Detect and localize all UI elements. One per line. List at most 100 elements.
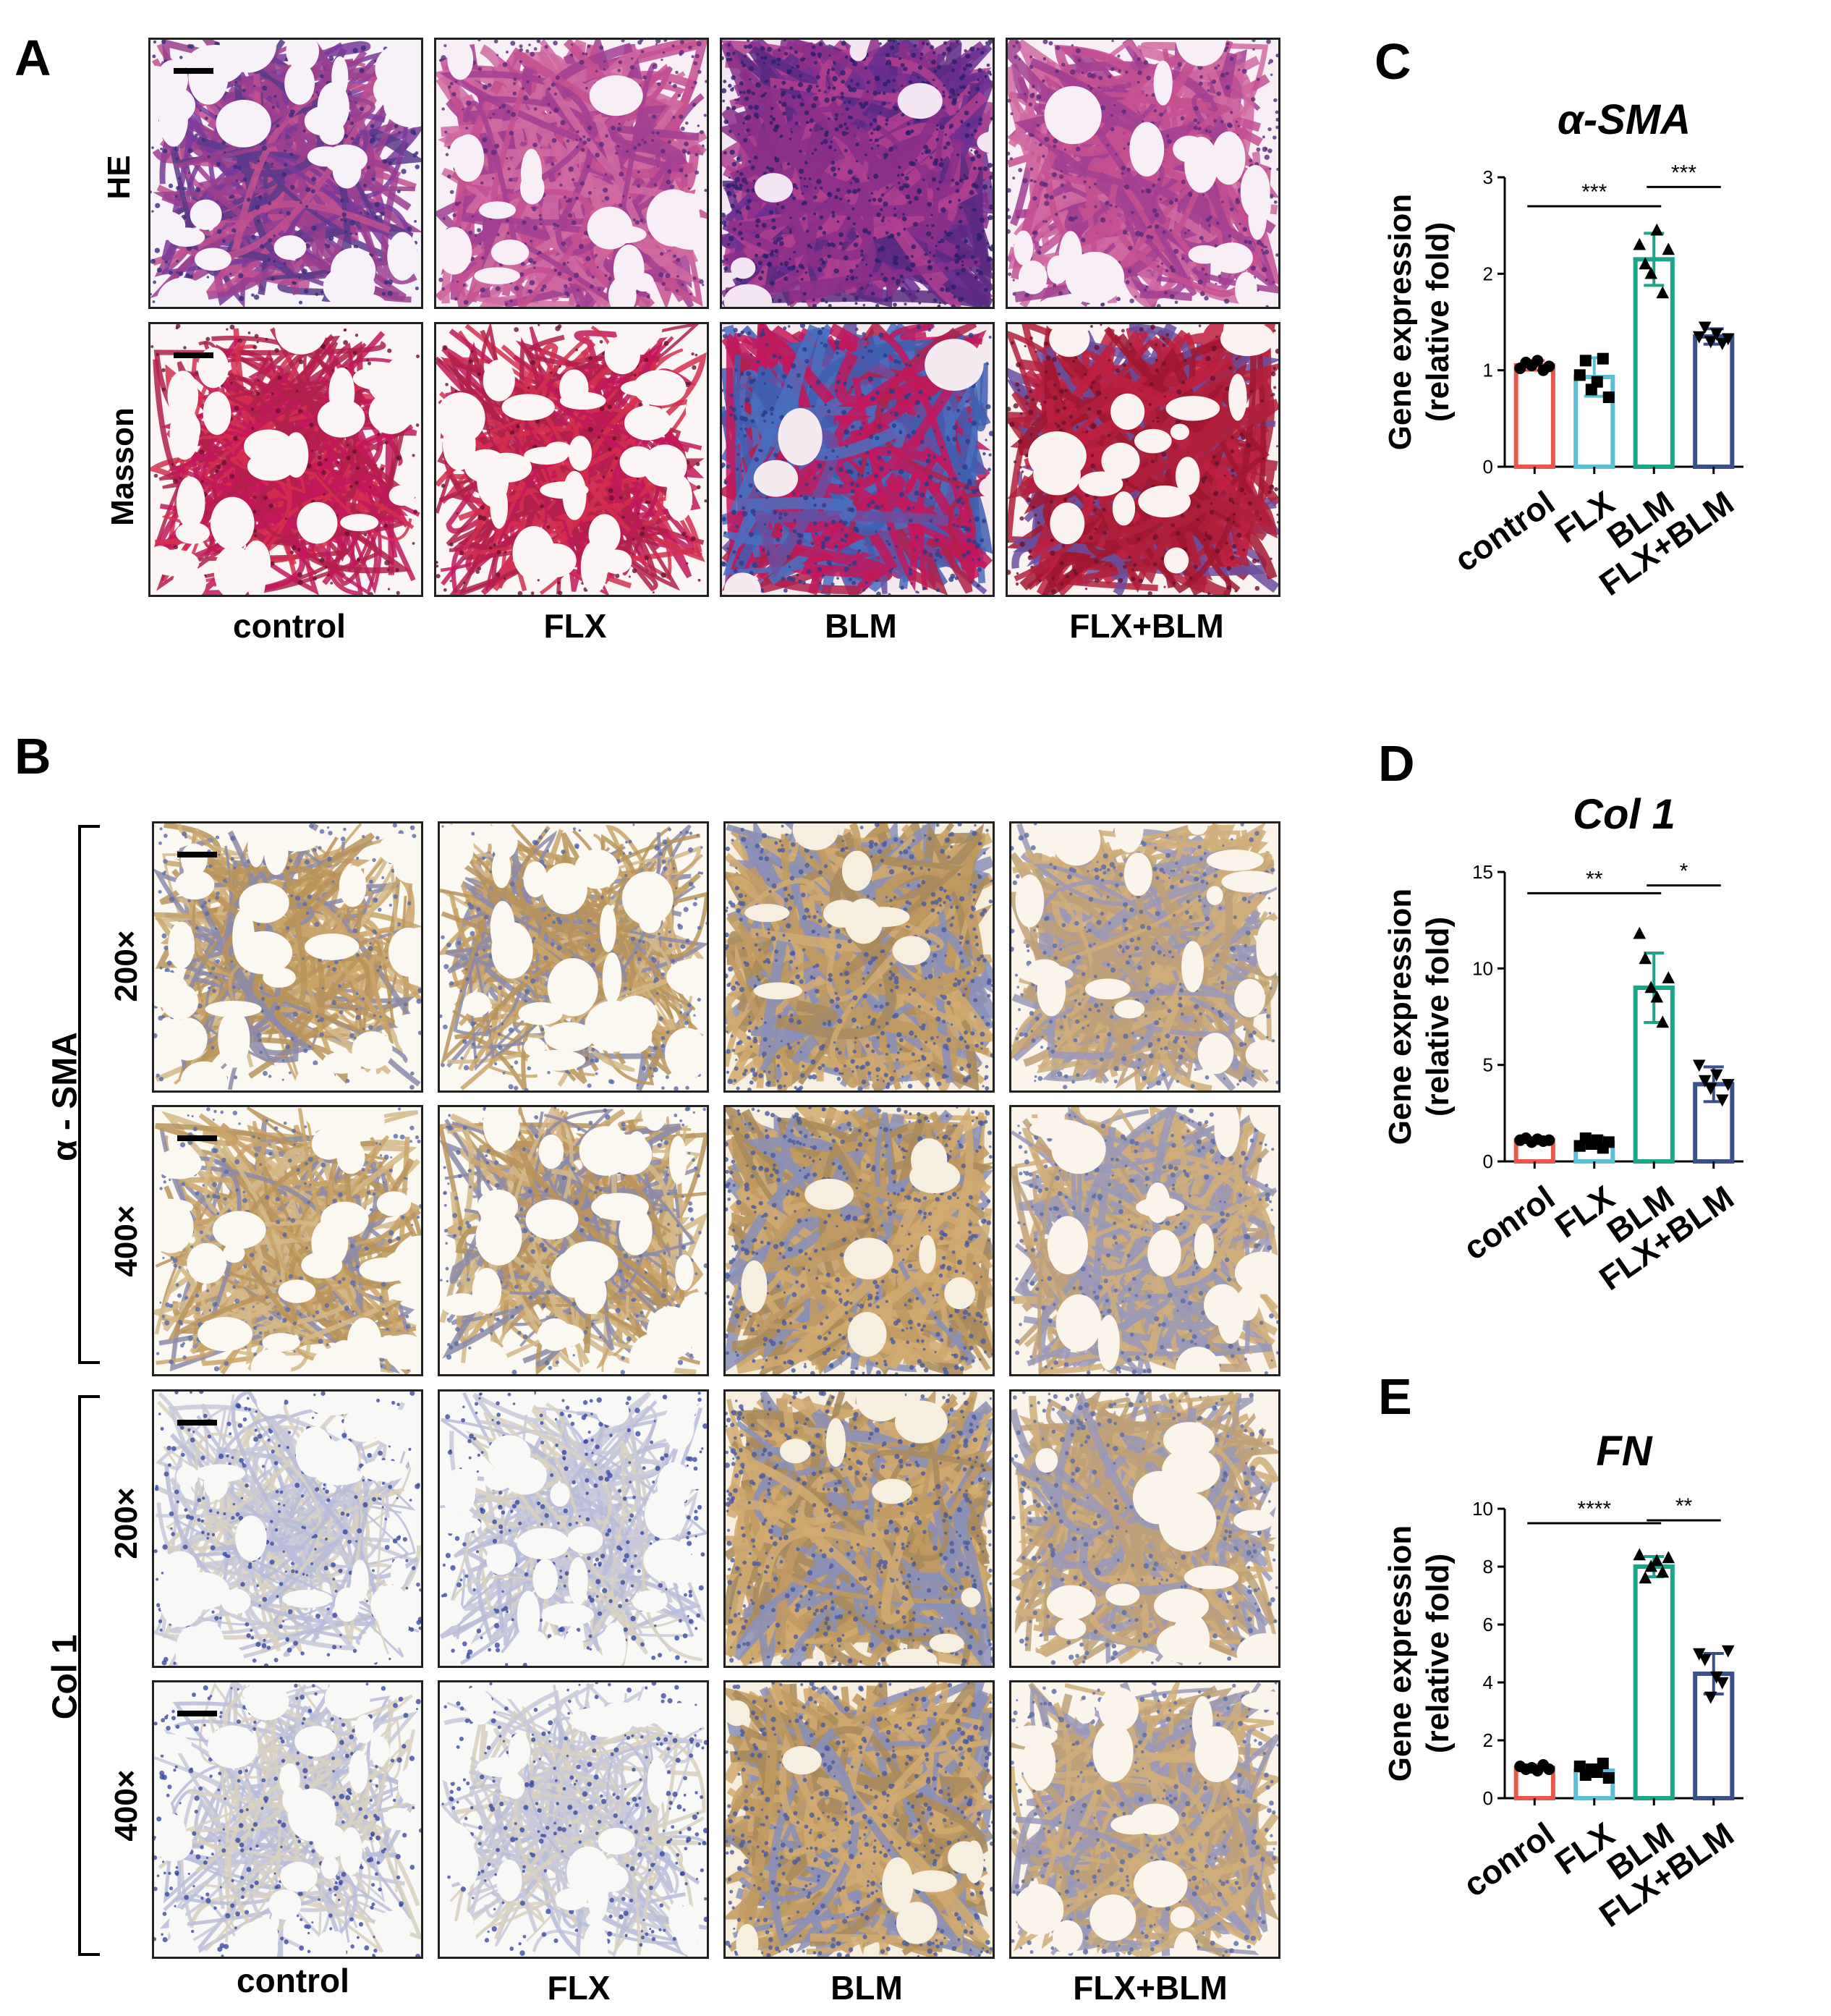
data-point xyxy=(1721,333,1735,346)
data-point xyxy=(1543,1134,1555,1146)
scale-bar xyxy=(177,1420,217,1426)
data-point xyxy=(1662,971,1675,983)
data-point xyxy=(1662,1551,1675,1564)
chart-asma: α-SMA Gene expression (relative fold) 0 1 2 3 c… xyxy=(1382,96,1743,603)
significance-label: **** xyxy=(1577,1497,1611,1521)
data-point xyxy=(1602,391,1615,403)
chart-fn: FN Gene expression (relative fold) 0 2 4 6 8 10 c… xyxy=(1382,1428,1743,1934)
data-point xyxy=(1715,1677,1729,1690)
chart-title: Col 1 xyxy=(1573,791,1675,838)
he-tile-flx xyxy=(434,38,709,309)
data-point xyxy=(1709,328,1723,341)
data-point xyxy=(1602,1772,1615,1784)
data-point xyxy=(1709,1069,1723,1082)
panel-letter-e: E xyxy=(1378,1368,1412,1425)
bar-control xyxy=(1513,363,1555,469)
data-point xyxy=(1639,1571,1652,1584)
group-label-col1: Col 1 xyxy=(46,1634,85,1720)
y-tick-label: 6 xyxy=(1483,1614,1493,1635)
y-tick-label: 0 xyxy=(1483,1151,1493,1172)
masson-tile-blm xyxy=(720,322,995,597)
y-axis-label-units: (relative fold) xyxy=(1420,222,1456,422)
y-tick-label: 1 xyxy=(1483,360,1493,381)
data-point xyxy=(1698,1653,1712,1666)
data-point xyxy=(1698,321,1712,334)
chart-title: FN xyxy=(1596,1428,1652,1475)
col-label-b-control: control xyxy=(237,1962,349,1999)
data-point xyxy=(1532,355,1544,367)
bar-flx-blm xyxy=(1693,334,1735,469)
data-point xyxy=(1650,1554,1664,1567)
data-point xyxy=(1698,1075,1712,1088)
ihc-tile-asma-400-blm xyxy=(723,1105,995,1376)
ihc-tile-asma-400-control xyxy=(152,1105,423,1376)
panel-letter-c: C xyxy=(1375,33,1411,90)
significance-label: *** xyxy=(1671,161,1696,185)
y-tick-label: 8 xyxy=(1483,1556,1493,1577)
data-point xyxy=(1639,257,1652,270)
col-label-b-blm: BLM xyxy=(830,1969,903,2007)
ihc-tile-asma-200-control xyxy=(152,821,423,1093)
x-tick-label: control xyxy=(1448,483,1562,579)
data-point xyxy=(1543,360,1555,373)
ihc-tile-asma-200-blm xyxy=(723,821,995,1093)
mag-label-col1-400: 400× xyxy=(109,1769,144,1842)
data-point xyxy=(1692,331,1706,344)
masson-tile-flx-blm xyxy=(1006,322,1280,597)
ihc-tile-asma-200-flx-blm xyxy=(1009,821,1280,1093)
ihc-tile-asma-400-flx xyxy=(438,1105,709,1376)
data-point xyxy=(1633,237,1647,250)
y-tick-label: 4 xyxy=(1483,1672,1493,1693)
significance-label: ** xyxy=(1675,1494,1693,1518)
masson-tile-control xyxy=(148,322,423,597)
y-axis-label: Gene expression xyxy=(1382,889,1418,1145)
col-label-b-flx-blm: FLX+BLM xyxy=(1073,1969,1228,2007)
scale-bar xyxy=(177,1135,217,1141)
ihc-tile-col1-400-flx-blm xyxy=(1009,1680,1280,1959)
chart-col1: Col 1 Gene expression (relative fold) 0 5 10 1… xyxy=(1382,791,1743,1297)
data-point xyxy=(1639,952,1652,965)
data-point xyxy=(1692,1059,1706,1072)
ihc-tile-col1-200-control xyxy=(152,1389,423,1668)
y-tick-label: 0 xyxy=(1483,1787,1493,1809)
y-tick-label: 10 xyxy=(1472,1498,1493,1520)
data-point xyxy=(1597,1758,1609,1769)
scale-bar xyxy=(177,1711,217,1716)
ihc-tile-col1-200-flx xyxy=(438,1389,709,1668)
data-point xyxy=(1633,1548,1647,1561)
bracket-col1 xyxy=(78,1395,100,1956)
ihc-tile-asma-400-flx-blm xyxy=(1009,1105,1280,1376)
ihc-tile-asma-200-flx xyxy=(438,821,709,1093)
data-point xyxy=(1656,1015,1670,1028)
mag-label-col1-200: 200× xyxy=(109,1487,144,1559)
data-point xyxy=(1704,336,1717,349)
y-tick-label: 15 xyxy=(1472,861,1493,883)
y-axis-label: Gene expression xyxy=(1382,194,1418,451)
masson-tile-flx xyxy=(434,322,709,597)
data-point xyxy=(1579,355,1592,367)
ihc-tile-col1-400-flx xyxy=(438,1680,709,1959)
col-label-a-flx-blm: FLX+BLM xyxy=(1069,607,1224,645)
ihc-tile-col1-200-flx-blm xyxy=(1009,1389,1280,1668)
data-point xyxy=(1704,1691,1717,1704)
ihc-tile-col1-400-control xyxy=(152,1680,423,1959)
y-tick-label: 5 xyxy=(1483,1054,1493,1076)
data-point xyxy=(1721,1645,1735,1658)
data-point xyxy=(1644,981,1658,994)
x-tick-label: conrol xyxy=(1456,1815,1561,1904)
mag-label-asma-200: 200× xyxy=(109,930,144,1002)
y-tick-label: 2 xyxy=(1483,1729,1493,1751)
y-axis-label-units: (relative fold) xyxy=(1420,917,1456,1117)
significance-label: *** xyxy=(1581,180,1607,204)
row-label-he: HE xyxy=(101,155,137,200)
he-tile-control xyxy=(148,38,423,309)
y-tick-label: 10 xyxy=(1472,957,1493,979)
group-label-asma: α - SMA xyxy=(46,1032,85,1161)
bar-blm xyxy=(1633,1564,1675,1800)
mag-label-asma-400: 400× xyxy=(109,1205,144,1277)
data-point xyxy=(1715,1094,1729,1107)
panel-letter-b: B xyxy=(14,728,51,784)
y-axis-label: Gene expression xyxy=(1382,1525,1418,1782)
panel-letter-d: D xyxy=(1378,735,1415,792)
col-label-a-control: control xyxy=(233,607,346,645)
